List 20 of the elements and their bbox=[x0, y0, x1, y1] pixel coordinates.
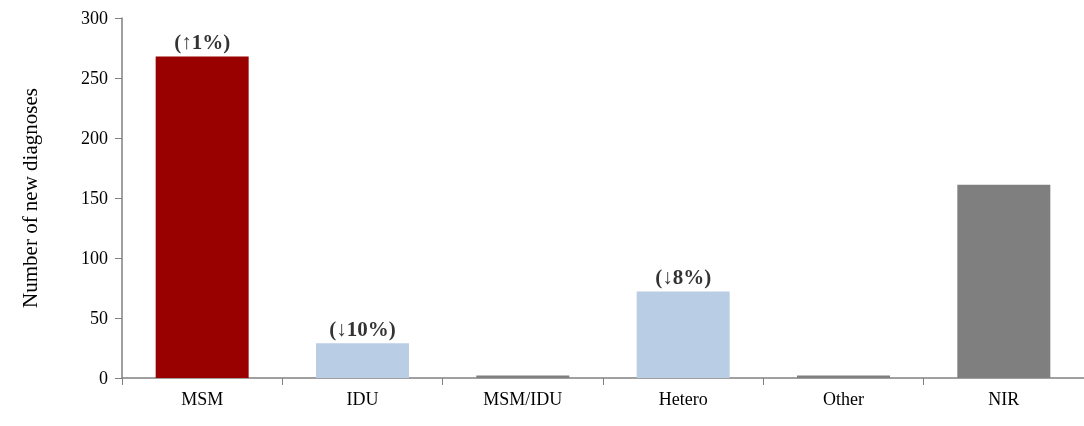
x-tick-label: MSM/IDU bbox=[483, 389, 563, 409]
x-tick-label: Other bbox=[823, 389, 864, 409]
x-tick-label: IDU bbox=[346, 389, 379, 409]
y-tick-label: 100 bbox=[81, 248, 108, 268]
y-tick-label: 250 bbox=[81, 68, 108, 88]
y-tick-label: 50 bbox=[90, 308, 108, 328]
bar bbox=[155, 56, 249, 378]
annotation: (↓8%) bbox=[655, 265, 712, 290]
annotation: (↓10%) bbox=[329, 316, 396, 341]
y-tick-label: 200 bbox=[81, 128, 108, 148]
y-tick-label: 0 bbox=[99, 368, 108, 388]
bar bbox=[636, 291, 730, 378]
y-tick-label: 300 bbox=[81, 8, 108, 28]
annotation: (↑1%) bbox=[174, 29, 231, 54]
x-tick-label: NIR bbox=[988, 389, 1020, 409]
x-tick-label: Hetero bbox=[658, 389, 708, 409]
x-tick-label: MSM bbox=[181, 389, 224, 409]
y-tick-label: 150 bbox=[81, 188, 108, 208]
y-axis-title: Number of new diagnoses bbox=[17, 88, 42, 308]
bar bbox=[316, 343, 409, 378]
